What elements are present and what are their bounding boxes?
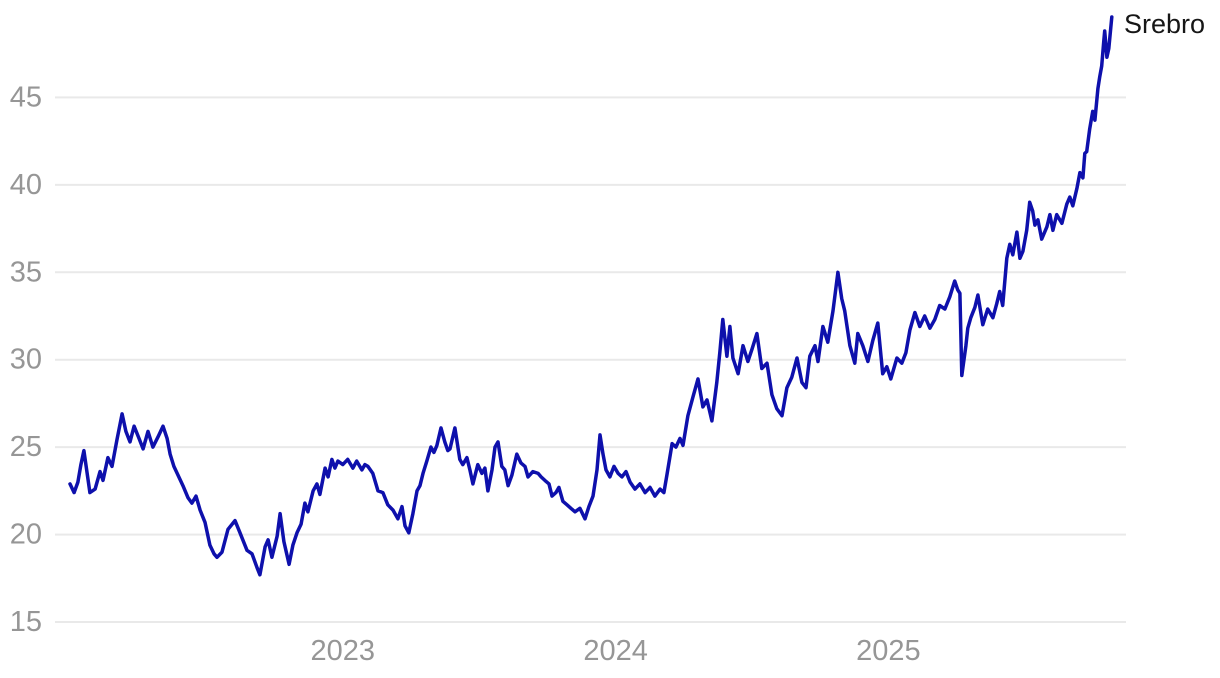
y-axis-tick-label: 15	[10, 606, 42, 638]
y-axis-tick-label: 20	[10, 519, 42, 551]
x-axis-tick-label: 2024	[583, 635, 648, 667]
x-axis-tick-label: 2025	[856, 635, 921, 667]
y-axis-tick-label: 25	[10, 431, 42, 463]
y-axis-tick-label: 35	[10, 256, 42, 288]
y-axis-tick-label: 45	[10, 81, 42, 113]
gridlines-group	[55, 96, 1126, 623]
y-axis-tick-label: 40	[10, 169, 42, 201]
x-axis-tick-label: 2023	[311, 635, 376, 667]
y-axis-tick-label: 30	[10, 344, 42, 376]
price-line	[68, 15, 1114, 577]
x-axis-labels-group: 2023 2024 2025	[311, 635, 921, 667]
series-group	[68, 15, 1114, 577]
series-label: Srebro	[1124, 9, 1206, 39]
y-axis-labels-group: 15 20 25 30 35 40 45	[10, 81, 42, 638]
